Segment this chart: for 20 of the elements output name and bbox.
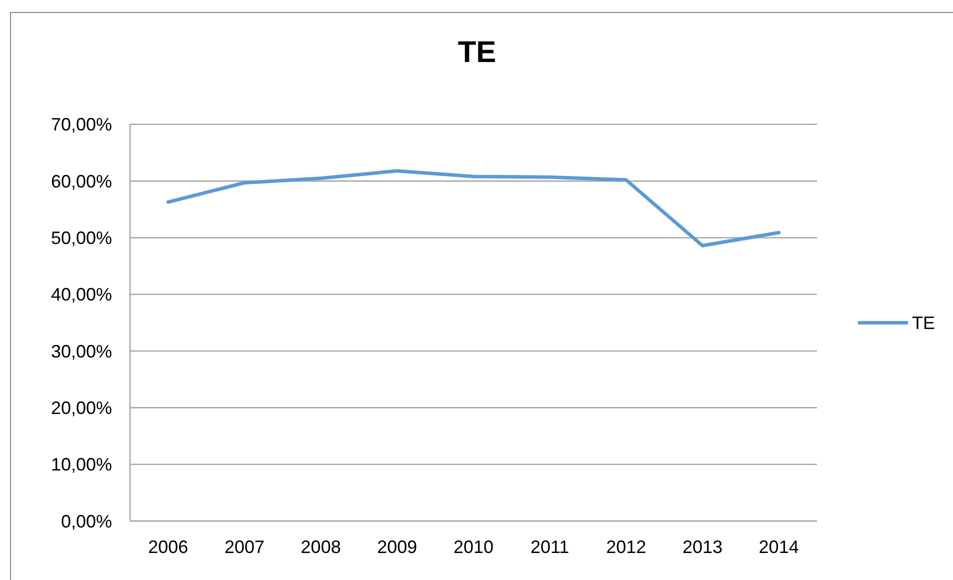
x-tick-label: 2007 — [224, 537, 265, 557]
x-tick-label: 2008 — [300, 537, 341, 557]
chart-title: TE — [458, 36, 496, 69]
y-tick-label: 20,00% — [50, 398, 112, 418]
x-tick-label: 2014 — [758, 537, 799, 557]
y-tick-label: 40,00% — [50, 284, 112, 305]
x-tick-label: 2011 — [530, 537, 570, 557]
y-tick-label: 50,00% — [50, 228, 112, 248]
x-tick-label: 2009 — [377, 537, 418, 557]
x-tick-label: 2013 — [682, 537, 723, 557]
y-tick-label: 10,00% — [50, 454, 112, 475]
y-tick-label: 30,00% — [50, 341, 112, 362]
x-tick-label: 2006 — [148, 537, 188, 557]
x-tick-label: 2012 — [606, 537, 646, 557]
line-series — [166, 169, 781, 248]
x-tick-label: 2010 — [453, 537, 494, 557]
y-tick-label: 0,00% — [60, 511, 112, 532]
y-tick-label: 60,00% — [50, 171, 112, 192]
legend-label: TE — [912, 313, 936, 333]
y-tick-label: 70,00% — [50, 114, 112, 135]
